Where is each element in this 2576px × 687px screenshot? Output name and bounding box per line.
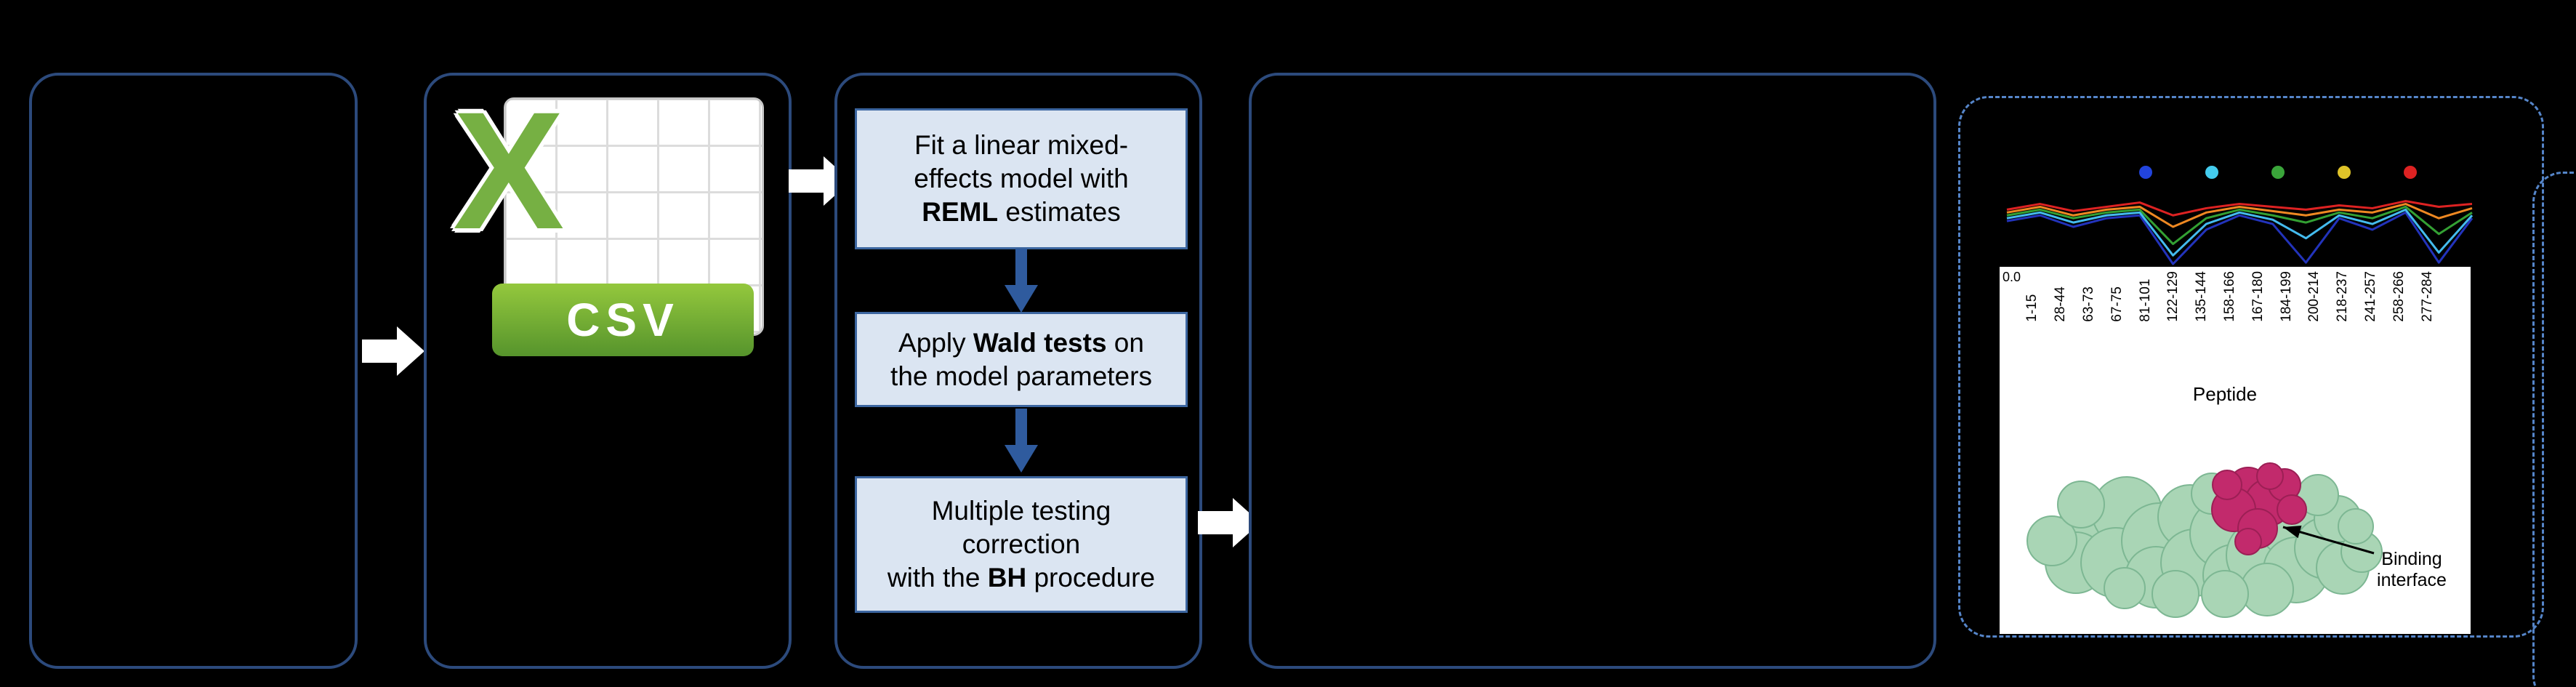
- pipeline-step-line: with the BH procedure: [887, 562, 1156, 592]
- profile-line-replicate-red: [2006, 200, 2473, 217]
- binding-interface-label-line: Binding: [2381, 549, 2442, 569]
- profile-line-replicate-orange: [2006, 203, 2473, 228]
- peptide-tick-labels: 1-15 28-44 63-73 67-75 81-101 122-129 135-144 1…: [2018, 271, 2442, 322]
- csv-file-icon: X CSV: [453, 79, 764, 379]
- volcano-scatter-plot: [2540, 187, 2576, 687]
- peptide-tick-label: 63-73: [2080, 286, 2096, 322]
- peptide-tick-label: 167-180: [2250, 271, 2266, 322]
- peptide-tick-label: 200-214: [2306, 271, 2322, 322]
- pipeline-arrow-down-icon: [1005, 409, 1038, 473]
- peptide-tick-label: 241-257: [2362, 271, 2378, 322]
- pipeline-step-line: effects model with: [914, 164, 1129, 194]
- panel-statistical-pipeline: Fit a linear mixed-effects model with REM…: [834, 73, 1202, 669]
- protein-surface: [2026, 470, 2383, 618]
- pipeline-step-line: the model parameters: [890, 361, 1152, 391]
- peptide-tick-label: 81-101: [2137, 278, 2153, 322]
- peptide-tick-label: 184-199: [2278, 271, 2294, 322]
- peptide-profile-subpanel: 0.0 1-15 28-44 63-73 67-75 81-101 122-129 135-…: [1958, 96, 2544, 638]
- peptide-tick-label: 218-237: [2335, 271, 2351, 322]
- peptide-tick-label: 158-166: [2221, 271, 2237, 322]
- profile-line-replicate-green: [2006, 205, 2473, 246]
- peptide-axis-panel: 0.0 1-15 28-44 63-73 67-75 81-101 122-129 135-…: [2000, 267, 2471, 634]
- flow-arrow-right-icon: [362, 326, 424, 376]
- pipeline-step-line: correction: [962, 529, 1081, 560]
- peptide-tick-label: 277-284: [2419, 271, 2435, 322]
- y-axis-tick-label: 0.0: [2003, 270, 2021, 284]
- panel-input: [29, 73, 358, 669]
- peptide-axis-title: Peptide: [2192, 383, 2258, 405]
- peptide-tick-label: 135-144: [2194, 271, 2210, 322]
- pipeline-step-bh: Multiple testing correction with the BH pr…: [855, 476, 1188, 613]
- pipeline-step-reml: Fit a linear mixed-effects model with REM…: [855, 108, 1188, 249]
- protein-structure-image: [2026, 462, 2383, 618]
- pipeline-step-line: Fit a linear mixed-: [914, 130, 1129, 161]
- pipeline-step-line: Apply Wald tests on: [898, 327, 1144, 358]
- flow-arrow-right-icon: [1198, 498, 1260, 547]
- binding-interface-arrow: [2282, 525, 2375, 555]
- profile-line-replicate-navy: [2006, 211, 2474, 265]
- peptide-tick-label: 67-75: [2109, 286, 2125, 322]
- pipeline-step-wald: Apply Wald tests on the model parameters: [855, 312, 1188, 407]
- peptide-tick-label: 258-266: [2391, 271, 2407, 322]
- binding-interface-label-line: interface: [2377, 569, 2447, 590]
- peptide-tick-label: 1-15: [2024, 294, 2040, 322]
- panel-csv-file: X CSV: [424, 73, 792, 669]
- excel-x-glyph: X: [453, 77, 565, 264]
- pipeline-step-line: Multiple testing: [931, 496, 1111, 526]
- panel-results: Threshold interaction Threshold rate: [1249, 73, 2576, 687]
- csv-banner-label: CSV: [492, 284, 754, 356]
- pipeline-arrow-down-icon: [1005, 249, 1038, 313]
- legend-dots: [2139, 166, 2417, 179]
- binding-interface-label: Binding interface: [2357, 549, 2466, 591]
- peptide-tick-label: 122-129: [2165, 271, 2181, 322]
- pipeline-step-line: REML estimates: [922, 196, 1121, 227]
- volcano-subpanel: Threshold interaction Threshold rate: [2532, 172, 2576, 687]
- profile-line-replicate-skyblue: [2006, 208, 2474, 257]
- peptide-profile-chart: [2006, 166, 2474, 265]
- binding-interface-region: [2211, 462, 2307, 555]
- peptide-tick-label: 28-44: [2053, 286, 2069, 322]
